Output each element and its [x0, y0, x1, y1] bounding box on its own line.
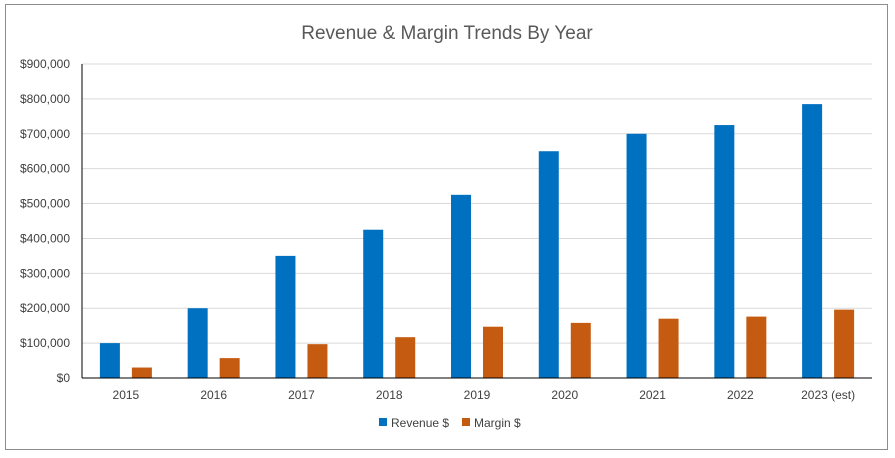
y-tick-label: $600,000 — [20, 162, 70, 176]
revenue-bar-2022 — [714, 125, 735, 378]
y-tick-label: $0 — [57, 371, 71, 385]
revenue-bar-2018 — [363, 229, 384, 378]
margin-bar-2017 — [307, 344, 328, 378]
revenue-bar-2021 — [626, 133, 647, 378]
margin-bar-2015 — [131, 367, 152, 378]
revenue-bar-2015 — [99, 343, 120, 378]
revenue-bar-2023-est — [802, 104, 823, 378]
y-axis-ticks: $0 $100,000 $200,000 $300,000 $400,000 $500,0… — [20, 57, 70, 385]
x-tick-label: 2017 — [288, 388, 315, 402]
legend-label: Margin $ — [474, 416, 521, 430]
y-tick-label: $700,000 — [20, 127, 70, 141]
x-tick-label: 2015 — [113, 388, 140, 402]
x-tick-label: 2021 — [639, 388, 666, 402]
y-tick-label: $500,000 — [20, 197, 70, 211]
legend: Revenue $ Margin $ — [379, 416, 521, 430]
margin-bar-2016 — [219, 358, 240, 378]
x-tick-label: 2019 — [464, 388, 491, 402]
legend-swatch — [379, 418, 387, 426]
revenue-bar-2020 — [538, 151, 559, 378]
margin-bar-2021 — [658, 318, 679, 378]
margin-bar-2018 — [395, 337, 416, 378]
x-tick-label: 2016 — [200, 388, 227, 402]
gridlines — [82, 63, 872, 344]
margin-bar-2020 — [570, 322, 591, 378]
y-tick-label: $800,000 — [20, 92, 70, 106]
margin-bar-2023-est — [834, 309, 855, 378]
y-tick-label: $200,000 — [20, 301, 70, 315]
y-tick-label: $100,000 — [20, 336, 70, 350]
revenue-bar-2016 — [187, 308, 208, 378]
x-axis-ticks: 2015 2016 2017 2018 2019 2020 2021 2022 2023 (es… — [113, 388, 856, 402]
legend-swatch — [462, 418, 470, 426]
margin-bar-2019 — [483, 326, 503, 378]
bars — [99, 104, 855, 378]
x-tick-label: 2022 — [727, 388, 754, 402]
x-tick-label: 2023 (est) — [801, 388, 855, 402]
y-tick-label: $300,000 — [20, 266, 70, 280]
margin-bar-2022 — [746, 316, 767, 378]
y-tick-label: $900,000 — [20, 57, 70, 71]
y-tick-label: $400,000 — [20, 231, 70, 245]
revenue-bar-2017 — [275, 255, 296, 378]
x-tick-label: 2020 — [551, 388, 578, 402]
chart-title: Revenue & Margin Trends By Year — [301, 23, 593, 44]
revenue-bar-2019 — [451, 194, 471, 378]
x-tick-label: 2018 — [376, 388, 403, 402]
chart-frame — [5, 4, 888, 450]
legend-label: Revenue $ — [391, 416, 449, 430]
